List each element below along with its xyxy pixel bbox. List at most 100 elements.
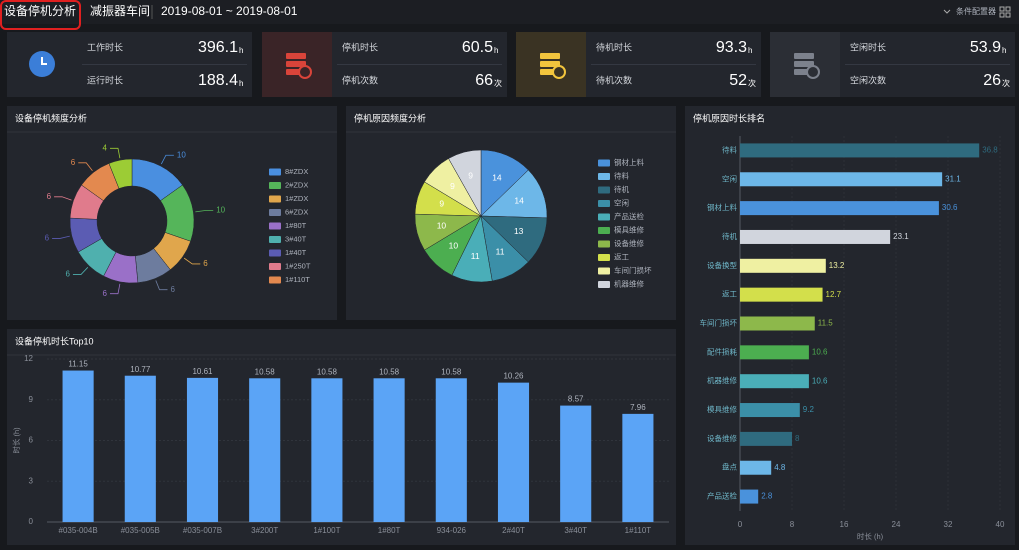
legend-swatch xyxy=(269,249,281,257)
kpi-unit: h xyxy=(494,46,498,55)
data-label: 14 xyxy=(492,173,502,183)
legend-swatch xyxy=(598,186,610,194)
bar xyxy=(740,489,759,504)
bar xyxy=(249,378,281,522)
bar xyxy=(186,377,219,522)
data-label: 6 xyxy=(171,285,176,294)
kpi-icon xyxy=(552,65,566,79)
data-label: 10.6 xyxy=(812,347,828,356)
bar xyxy=(740,374,809,389)
data-label: 11 xyxy=(496,246,505,256)
data-label: 10.26 xyxy=(503,372,524,381)
grid-icon[interactable] xyxy=(999,6,1011,18)
x-tick-label: 934-026 xyxy=(437,526,467,535)
kpi-value: 396.1 xyxy=(198,39,238,56)
data-label: 6 xyxy=(103,289,108,298)
legend-label: 产品送检 xyxy=(614,211,644,221)
x-tick-label: 3#200T xyxy=(251,526,278,535)
bar xyxy=(740,345,809,360)
data-label: 2.8 xyxy=(761,492,773,501)
y-tick-label: 待料 xyxy=(722,144,737,154)
data-label: 31.1 xyxy=(945,174,961,183)
kpi-label: 空闲次数 xyxy=(850,74,886,85)
kpi-unit: h xyxy=(239,46,243,55)
data-label: 14 xyxy=(514,195,524,205)
leader-line xyxy=(72,267,89,275)
legend-swatch xyxy=(598,213,610,221)
legend-label: 待料 xyxy=(614,170,629,180)
kpi-icon xyxy=(794,61,814,67)
data-label: 10.77 xyxy=(130,365,151,374)
kpi-label: 停机时长 xyxy=(342,41,378,52)
bar xyxy=(740,172,943,187)
panel-title: 设备停机时长Top10 xyxy=(15,335,94,346)
workshop[interactable]: 减振器车间 xyxy=(90,3,150,18)
kpi-value: 60.5 xyxy=(462,39,493,56)
x-tick-label: 1#80T xyxy=(378,526,401,535)
kpi-icon xyxy=(298,65,312,79)
bar xyxy=(740,403,800,418)
bar xyxy=(740,287,823,302)
kpi-unit: 次 xyxy=(494,78,502,88)
kpi-value: 188.4 xyxy=(198,72,238,89)
legend-swatch xyxy=(269,222,281,230)
x-tick-label: #035-004B xyxy=(59,526,98,535)
kpi-unit: h xyxy=(1002,46,1006,55)
data-label: 4 xyxy=(103,143,108,152)
kpi-label: 工作时长 xyxy=(87,41,123,52)
data-label: 9 xyxy=(468,171,473,181)
bar xyxy=(311,378,343,522)
data-label: 10 xyxy=(216,206,225,215)
legend-label: 1#250T xyxy=(285,261,311,270)
leader-line xyxy=(195,210,214,213)
bar xyxy=(740,316,815,331)
legend-swatch xyxy=(598,227,610,234)
data-label: 6 xyxy=(71,158,76,167)
legend-label: 钢材上料 xyxy=(614,157,644,167)
bar xyxy=(740,201,939,216)
data-label: 9 xyxy=(439,199,444,209)
kpi-unit: h xyxy=(748,46,752,55)
legend-swatch xyxy=(269,168,281,176)
legend-label: 待机 xyxy=(614,184,629,194)
bar xyxy=(497,382,530,522)
legend-swatch xyxy=(269,209,281,216)
legend-swatch xyxy=(598,267,610,275)
date-range[interactable]: 2019-08-01 ~ 2019-08-01 xyxy=(161,4,298,18)
config-button[interactable]: 条件配置器 xyxy=(956,6,996,16)
x-tick-label: 1#100T xyxy=(313,526,340,535)
y-tick-label: 设备换型 xyxy=(707,260,737,270)
y-tick-label: 设备维修 xyxy=(707,433,737,443)
legend-label: 空闲 xyxy=(614,197,629,207)
data-label: 11.15 xyxy=(68,360,88,369)
highlight-box xyxy=(0,0,81,30)
panel-title: 停机原因频度分析 xyxy=(354,112,426,123)
kpi-label: 运行时长 xyxy=(87,74,123,85)
leader-line xyxy=(160,154,174,165)
data-label: 13 xyxy=(514,226,524,236)
data-label: 30.6 xyxy=(942,203,958,212)
data-label: 11 xyxy=(471,251,480,261)
leader-line xyxy=(52,235,70,239)
kpi-unit: 次 xyxy=(1002,78,1010,88)
x-tick-label: 1#110T xyxy=(625,526,652,535)
bar xyxy=(622,413,654,522)
kpi-icon xyxy=(540,61,560,67)
panel-title: 设备停机频度分析 xyxy=(15,112,87,123)
y-tick-label: 6 xyxy=(29,436,34,445)
legend-swatch xyxy=(598,173,610,180)
data-label: 6 xyxy=(45,234,50,243)
kpi-value: 93.3 xyxy=(716,39,747,56)
legend-swatch xyxy=(269,263,281,270)
bar xyxy=(740,258,826,273)
x-tick-label: 32 xyxy=(944,520,953,529)
legend-label: 3#40T xyxy=(285,234,307,243)
legend-swatch xyxy=(598,240,610,248)
top-bar xyxy=(0,0,1019,24)
dropdown-icon xyxy=(943,9,951,14)
legend-label: 1#80T xyxy=(285,221,307,230)
kpi-icon xyxy=(41,57,47,65)
legend-label: 模具维修 xyxy=(614,224,644,234)
data-label: 10 xyxy=(437,221,447,231)
legend-label: 设备维修 xyxy=(614,238,644,248)
